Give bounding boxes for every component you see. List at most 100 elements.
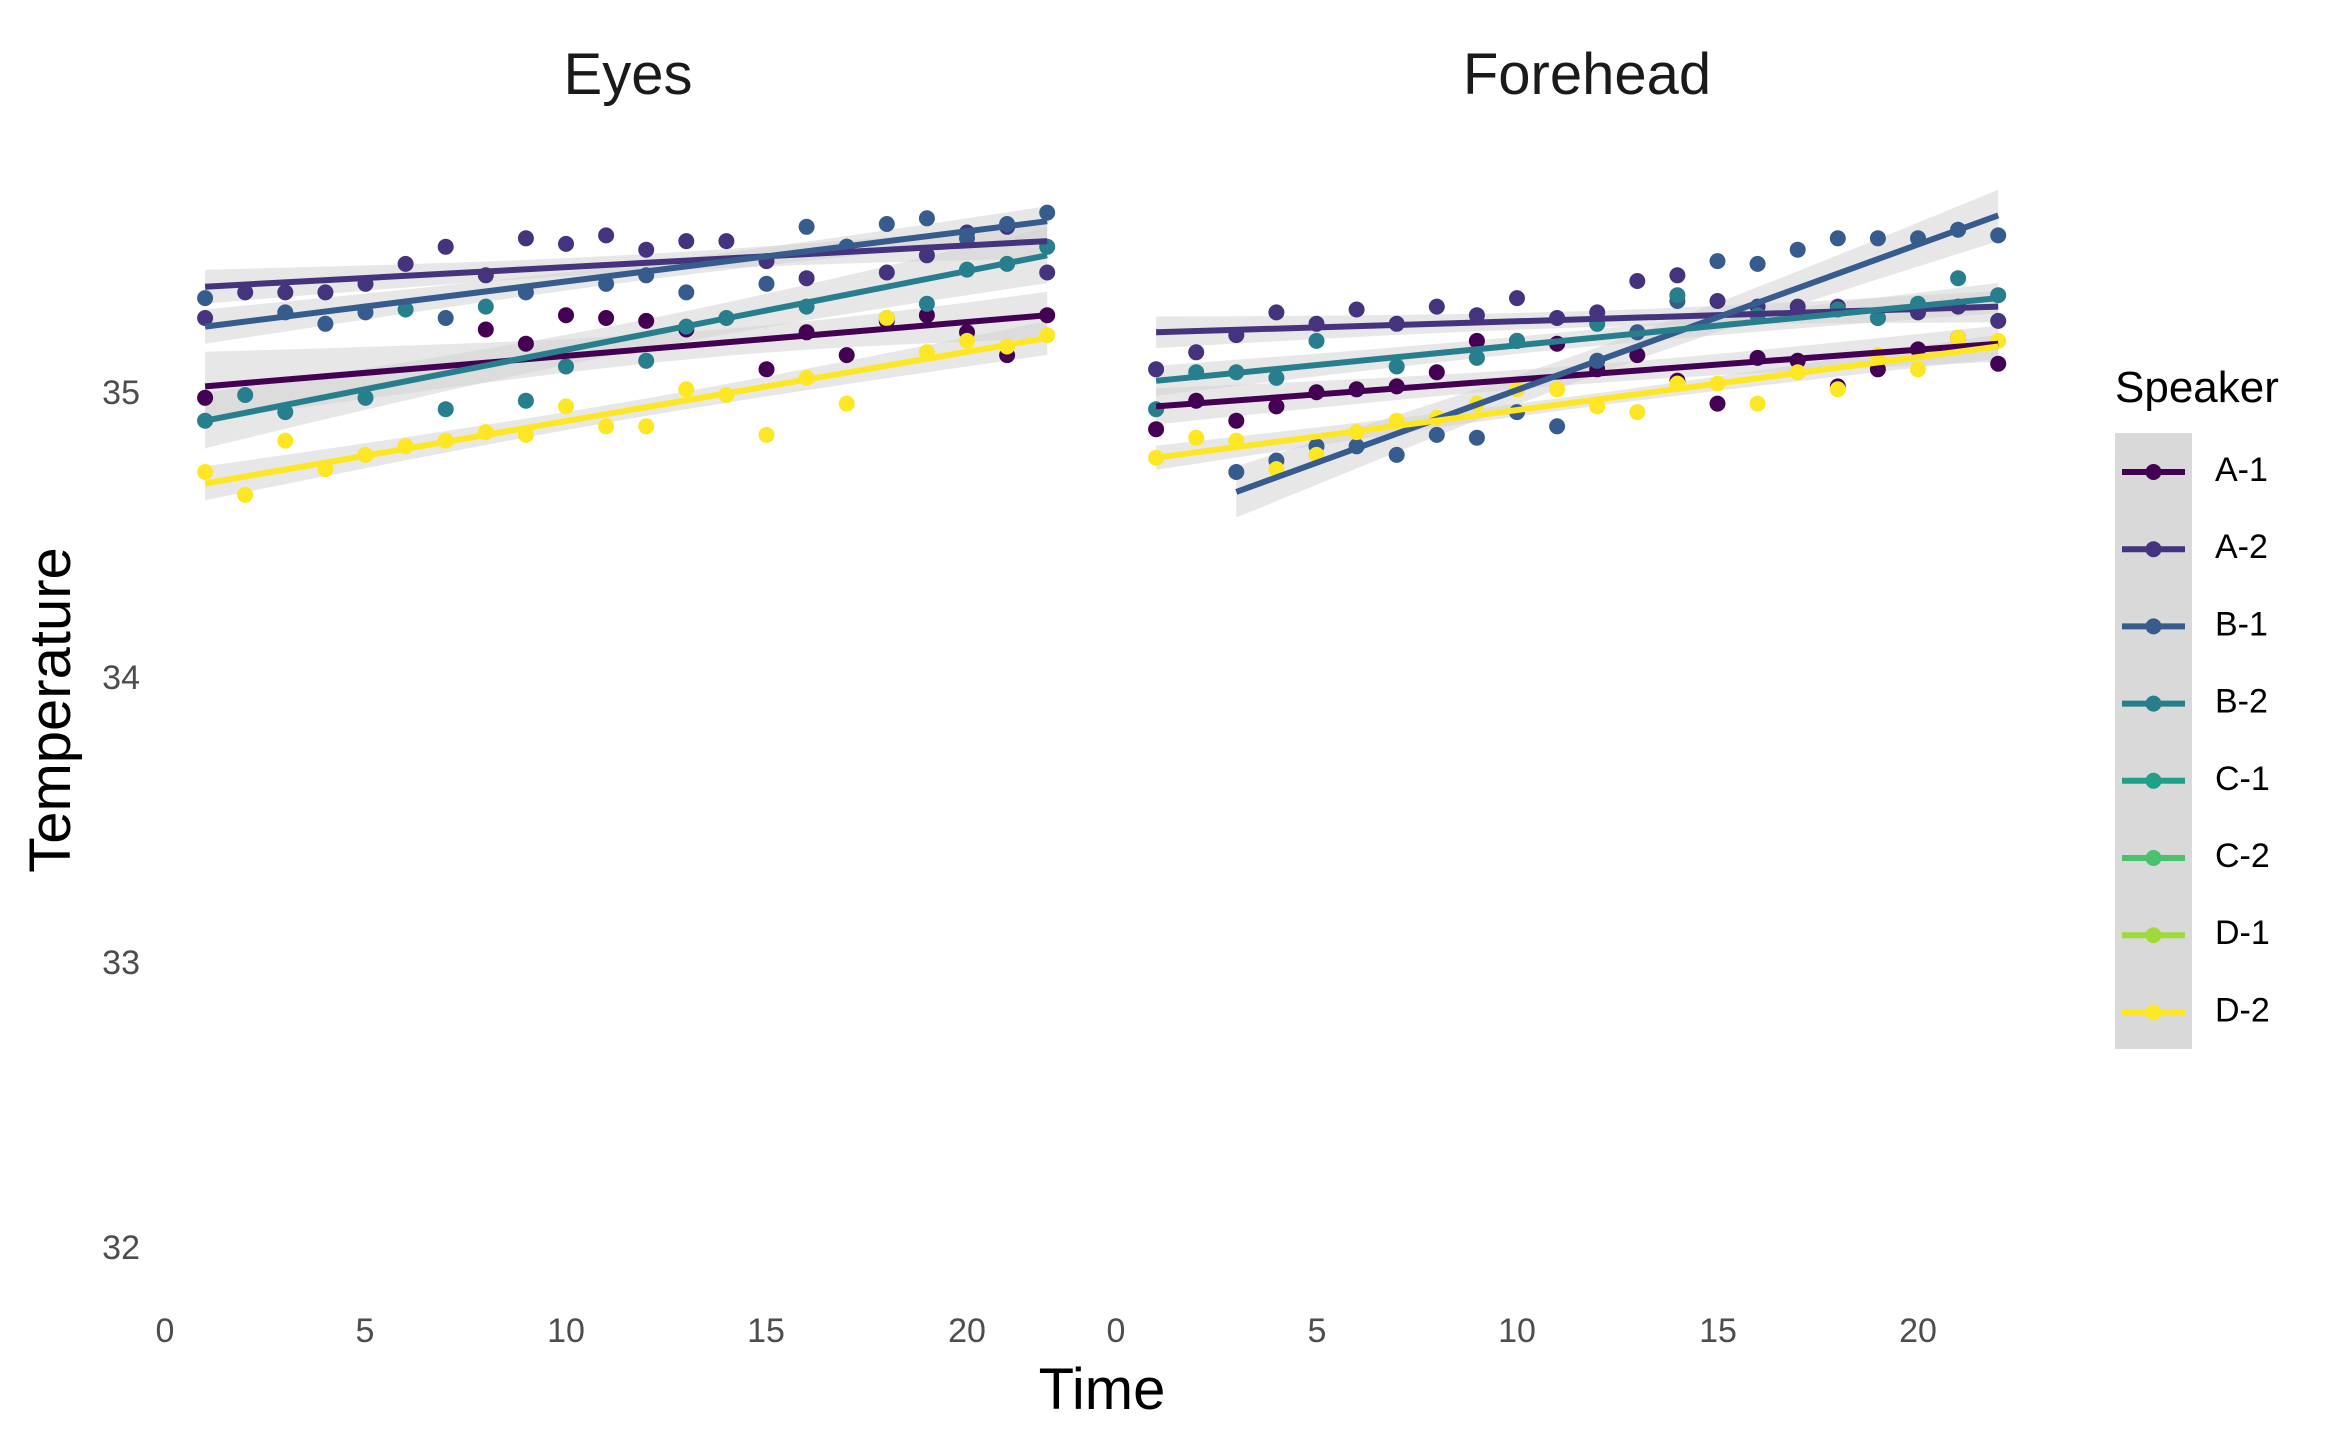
data-point <box>1148 421 1165 438</box>
legend-key-point <box>2145 618 2162 635</box>
y-axis-title: Temperature <box>18 547 83 873</box>
panel-titles: Eyes Forehead <box>564 42 1712 107</box>
data-point <box>678 381 695 398</box>
data-point <box>1468 429 1485 446</box>
legend-label: D-1 <box>2215 914 2270 952</box>
data-point <box>1749 395 1766 412</box>
legend-title: Speaker <box>2115 363 2279 412</box>
data-point <box>1749 255 1766 272</box>
data-point <box>638 352 655 369</box>
data-point <box>517 392 534 409</box>
data-point <box>1388 446 1405 463</box>
data-point <box>758 426 775 443</box>
y-axis: 32 33 34 35 <box>102 374 140 1267</box>
data-point <box>477 298 494 315</box>
data-point <box>1388 358 1405 375</box>
data-point <box>277 432 294 449</box>
data-point <box>758 275 775 292</box>
data-point <box>1468 332 1485 349</box>
fit-line <box>1155 343 1999 461</box>
data-point <box>437 310 454 326</box>
data-point <box>758 361 775 378</box>
legend: Speaker A-1 A-2 B-1 B-2 C-1 C-2 D-1 D-2 <box>2115 363 2279 1049</box>
data-point <box>1148 361 1165 378</box>
data-point <box>838 347 855 364</box>
data-point <box>1039 204 1056 221</box>
data-point <box>1268 369 1285 386</box>
data-point <box>558 358 574 375</box>
x-tick-label: 15 <box>747 1312 785 1350</box>
data-point <box>1549 418 1566 435</box>
data-point <box>197 290 214 307</box>
y-tick-label: 35 <box>102 374 140 412</box>
data-point <box>237 387 254 403</box>
legend-key-point <box>2145 541 2162 558</box>
fit-line <box>1155 295 1999 384</box>
data-point <box>918 210 935 227</box>
data-point <box>437 401 454 418</box>
data-point <box>638 241 655 258</box>
data-point <box>197 310 214 326</box>
fit-lines <box>204 212 2000 495</box>
data-point <box>678 284 695 301</box>
data-point <box>638 418 655 435</box>
x-axis-eyes: 0 5 10 15 20 <box>156 1312 986 1350</box>
data-point <box>838 395 855 412</box>
data-point <box>517 230 534 247</box>
data-point <box>1789 241 1806 258</box>
legend-key-point <box>2145 695 2162 712</box>
data-point <box>1990 227 2007 244</box>
data-point <box>1950 270 1967 287</box>
data-point <box>558 235 574 252</box>
fit-line <box>1155 340 1999 410</box>
data-point <box>598 418 615 435</box>
data-point <box>237 486 254 503</box>
x-tick-label: 5 <box>1308 1312 1327 1350</box>
data-point <box>798 218 815 235</box>
data-point <box>918 307 935 324</box>
x-axis-title: Time <box>1039 1357 1166 1422</box>
data-point <box>1629 404 1646 421</box>
legend-key-point <box>2145 927 2162 944</box>
data-point <box>598 227 615 244</box>
data-point <box>1669 267 1686 284</box>
y-tick-label: 34 <box>102 659 140 697</box>
data-point <box>918 295 935 312</box>
fit-line <box>1235 212 2000 495</box>
fit-line <box>204 312 1048 390</box>
data-point <box>558 307 574 324</box>
data-point <box>1829 381 1846 398</box>
data-point <box>798 270 815 287</box>
data-point <box>878 264 895 281</box>
data-point <box>959 332 975 349</box>
data-point <box>1188 344 1205 361</box>
data-point <box>1669 287 1686 304</box>
data-point <box>1268 398 1285 415</box>
panel-title-eyes: Eyes <box>564 42 693 107</box>
x-tick-label: 0 <box>156 1312 175 1350</box>
legend-label: B-1 <box>2215 605 2268 643</box>
data-point <box>1709 293 1726 309</box>
data-point <box>317 315 334 332</box>
data-point <box>477 321 494 338</box>
data-point <box>1910 361 1926 378</box>
data-point <box>558 398 574 415</box>
data-point <box>397 255 414 272</box>
data-point <box>197 464 214 480</box>
data-point <box>317 284 334 301</box>
data-point <box>1990 312 2007 329</box>
data-point <box>1228 412 1245 429</box>
x-tick-label: 10 <box>547 1312 585 1350</box>
data-point <box>598 310 615 326</box>
data-point <box>1629 347 1646 364</box>
data-point <box>517 335 534 352</box>
x-tick-label: 15 <box>1699 1312 1737 1350</box>
x-tick-label: 5 <box>356 1312 375 1350</box>
data-point <box>1869 230 1886 247</box>
y-tick-label: 32 <box>102 1229 140 1267</box>
data-point <box>357 389 374 406</box>
data-point <box>638 312 655 329</box>
data-point <box>1468 307 1485 324</box>
data-point <box>1188 429 1205 446</box>
legend-label: C-2 <box>2215 837 2270 875</box>
